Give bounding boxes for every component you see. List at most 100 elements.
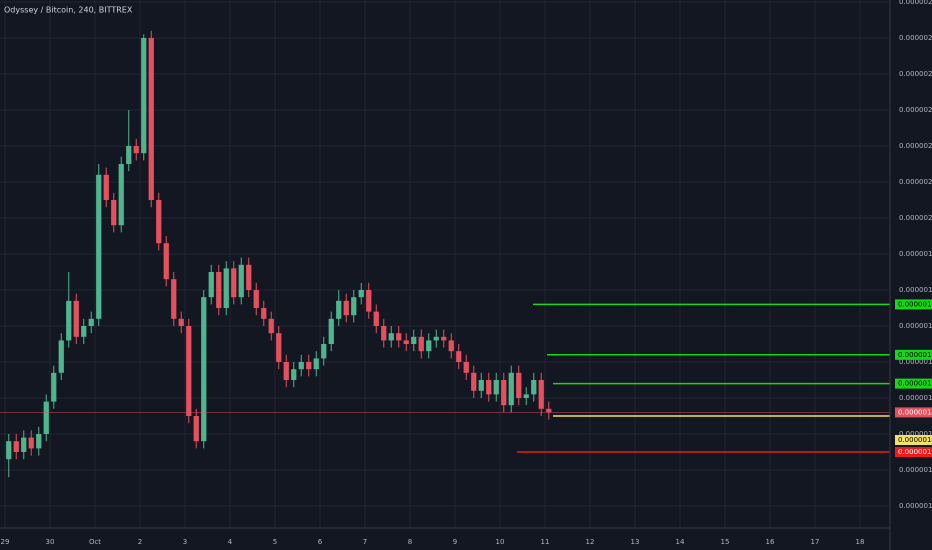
level-label: 0.00000162 (898, 351, 932, 359)
candle-body (523, 394, 529, 398)
candle-body (178, 318, 184, 326)
candles (6, 30, 552, 478)
candle-body (531, 380, 537, 395)
candle-body (96, 174, 102, 319)
candle-body (366, 290, 372, 312)
candle-body (103, 174, 109, 200)
candle-body (508, 372, 514, 406)
x-tick-label: 17 (811, 538, 820, 546)
y-tick-label: 0.00000180 (899, 286, 932, 294)
candle-body (126, 146, 132, 164)
y-tick-label: 0.00000240 (899, 70, 932, 78)
candle-body (463, 362, 469, 373)
y-tick-label: 0.00000160 (899, 358, 932, 366)
y-tick-label: 0.00000210 (899, 178, 932, 186)
candle-body (21, 437, 27, 452)
x-tick-label: 18 (856, 538, 865, 546)
x-tick-label: 2 (138, 538, 142, 546)
candle-body (478, 380, 484, 391)
candle-body (163, 243, 169, 280)
candle-body (306, 362, 312, 370)
candle-body (418, 336, 424, 352)
level-label-box (895, 435, 932, 445)
current-price-box (895, 407, 932, 418)
overlays: 0.00000176 0.00000162 0.00000154 0.00000145… (0, 299, 932, 457)
candle-body (336, 300, 342, 319)
candle-body (448, 340, 454, 352)
candle-body (433, 336, 439, 341)
x-tick-label: 7 (363, 538, 367, 546)
candle-body (388, 333, 394, 341)
candle-body (328, 318, 334, 344)
candle-body (501, 380, 507, 406)
candle-body (441, 336, 447, 341)
candle-body (456, 351, 462, 362)
y-tick-label: 0.00000260 (899, 0, 932, 6)
candle-body (58, 340, 64, 373)
y-tick-label: 0.00000120 (899, 502, 932, 510)
candle-body (283, 362, 289, 380)
level-label-box (895, 378, 932, 389)
candle-body (6, 441, 12, 460)
candle-body (36, 434, 42, 449)
x-tick-label: 5 (273, 538, 277, 546)
y-tick-label: 0.00000170 (899, 322, 932, 330)
candle-body (193, 416, 199, 442)
candle-body (28, 437, 34, 449)
candle-body (13, 441, 19, 452)
candle-body (43, 401, 49, 434)
candle-body (81, 326, 87, 337)
candle-body (276, 333, 282, 362)
x-tick-label: 14 (676, 538, 685, 546)
candle-body (471, 372, 477, 391)
candle-body (426, 340, 432, 352)
level-label: 0.00000154 (898, 380, 932, 388)
candle-body (223, 268, 229, 308)
x-tick-label: 3 (183, 538, 187, 546)
candle-body (238, 264, 244, 298)
y-tick-label: 0.00000250 (899, 34, 932, 42)
y-tick-label: 0.00000130 (899, 466, 932, 474)
candle-body (186, 326, 192, 416)
candle-body (171, 279, 177, 319)
candle-body (381, 326, 387, 341)
candle-body (51, 372, 57, 402)
y-tick-label: 0.00000150 (899, 394, 932, 402)
x-tick-label: 15 (721, 538, 730, 546)
candle-body (411, 336, 417, 344)
candle-body (156, 200, 162, 244)
candle-body (118, 164, 124, 226)
candle-body (208, 272, 214, 298)
candle-body (148, 38, 154, 200)
y-tick-label: 0.00000230 (899, 106, 932, 114)
candle-body (253, 290, 259, 308)
candle-body (73, 300, 79, 337)
candle-body (111, 200, 117, 226)
level-label: 0.00000176 (898, 300, 932, 308)
y-tick-label: 0.00000200 (899, 214, 932, 222)
candle-body (538, 380, 544, 409)
candle-body (133, 146, 139, 154)
candle-body (298, 362, 304, 370)
candle-body (343, 300, 349, 316)
candle-body (396, 333, 402, 341)
candle-body (358, 290, 364, 298)
x-tick-label: 8 (408, 538, 412, 546)
level-label: 0.00000145 (898, 436, 932, 444)
candle-body (268, 318, 274, 334)
candle-body (231, 268, 237, 298)
candle-body (141, 38, 147, 154)
candle-body (291, 369, 297, 380)
candle-body (216, 272, 222, 308)
candle-body (246, 264, 252, 290)
y-tick-label: 0.00000190 (899, 250, 932, 258)
x-tick-label: 11 (541, 538, 550, 546)
x-tick-label: 30 (46, 538, 55, 546)
x-tick-label: 29 (1, 538, 10, 546)
level-label-box (895, 349, 932, 360)
candle-body (546, 408, 552, 413)
